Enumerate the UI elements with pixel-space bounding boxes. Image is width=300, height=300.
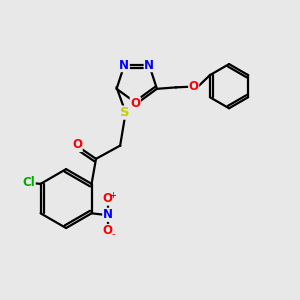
- Text: N: N: [103, 208, 113, 221]
- Text: O: O: [189, 80, 199, 93]
- Text: N: N: [144, 58, 154, 72]
- Text: O: O: [103, 192, 113, 205]
- Text: O: O: [103, 224, 113, 238]
- Text: -: -: [111, 229, 115, 239]
- Text: O: O: [72, 139, 82, 152]
- Text: Cl: Cl: [22, 176, 35, 189]
- Text: S: S: [120, 106, 130, 119]
- Text: N: N: [119, 58, 129, 72]
- Text: +: +: [109, 191, 116, 200]
- Text: O: O: [130, 97, 140, 110]
